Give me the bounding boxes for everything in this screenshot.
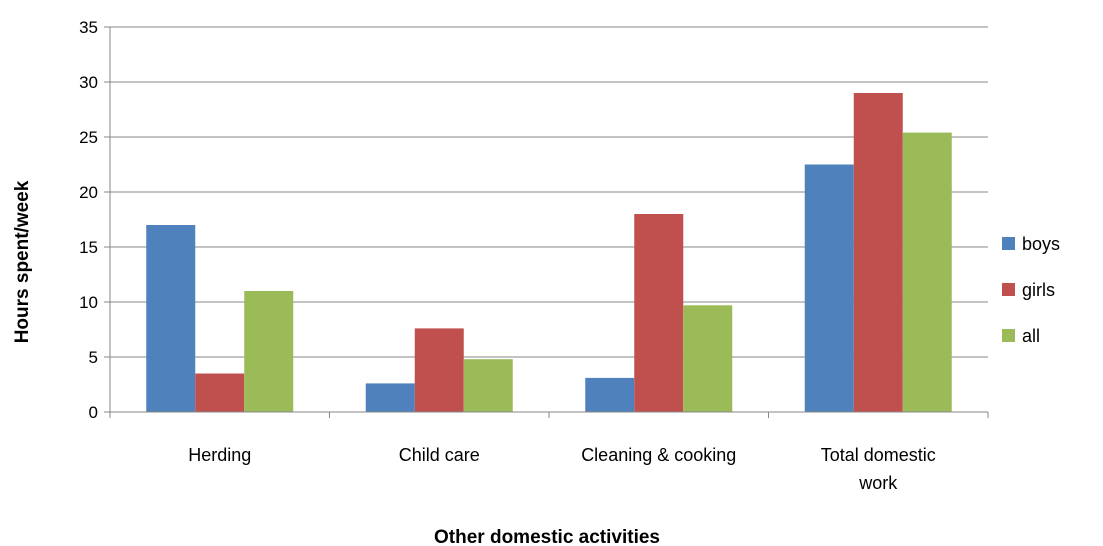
bar-girls [853, 93, 903, 412]
legend-swatch-all [1002, 329, 1015, 342]
x-category-label: Child care [399, 445, 480, 465]
y-tick-label: 15 [79, 238, 98, 257]
bar-boys [804, 164, 854, 412]
bar-all [463, 359, 513, 412]
bar-all [244, 291, 294, 412]
bars [146, 93, 952, 412]
bar-girls [634, 214, 684, 412]
y-tick-label: 30 [79, 73, 98, 92]
legend-swatch-girls [1002, 283, 1015, 296]
y-tick-label: 5 [89, 348, 98, 367]
legend-label-boys: boys [1022, 234, 1060, 254]
y-tick-label: 35 [79, 18, 98, 37]
bar-boys [365, 383, 415, 412]
bar-boys [585, 377, 635, 412]
legend-swatch-boys [1002, 237, 1015, 250]
bar-girls [195, 373, 245, 412]
y-tick-label: 20 [79, 183, 98, 202]
legend-label-all: all [1022, 326, 1040, 346]
bar-girls [414, 328, 464, 412]
y-tick-labels: 0 5 10 15 20 25 30 35 [79, 18, 98, 422]
y-tick-label: 25 [79, 128, 98, 147]
x-category-labels: Herding Child care Cleaning & cooking Total… [188, 445, 936, 493]
y-tick-label: 0 [89, 403, 98, 422]
x-category-label: Herding [188, 445, 251, 465]
bar-all [902, 132, 952, 412]
x-axis-title: Other domestic activities [434, 527, 660, 546]
x-category-label: Total domestic work [821, 445, 936, 493]
legend: boys girls all [1002, 234, 1060, 346]
bar-boys [146, 225, 196, 412]
y-axis-title: Hours spent/week [12, 180, 33, 343]
y-tick-label: 10 [79, 293, 98, 312]
axes [104, 26, 989, 418]
x-category-label: Cleaning & cooking [581, 445, 736, 465]
legend-label-girls: girls [1022, 280, 1055, 300]
bar-all [683, 305, 733, 412]
